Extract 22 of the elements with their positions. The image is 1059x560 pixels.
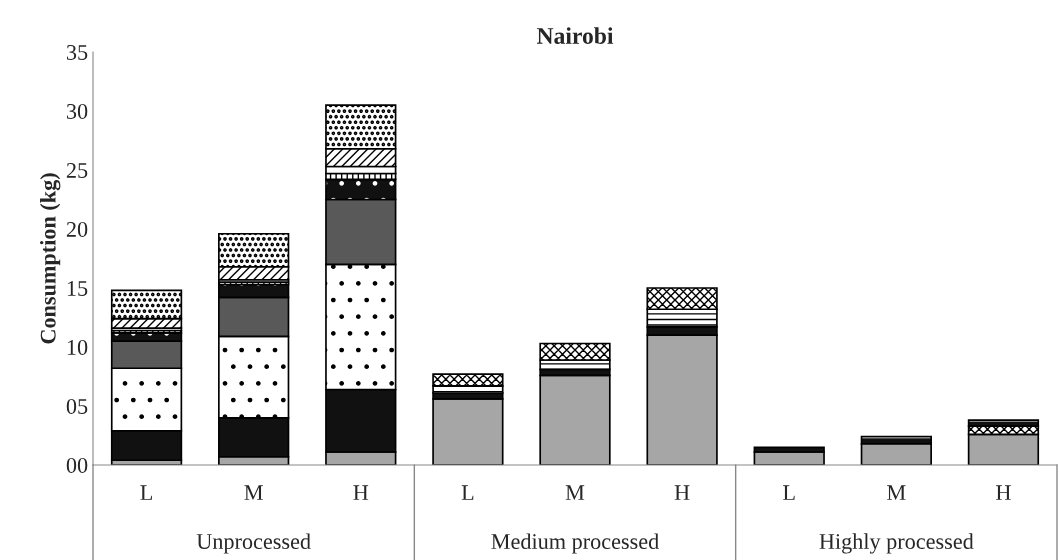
- x-tick-label: M: [244, 485, 263, 500]
- x-tick-label: H: [996, 485, 1011, 500]
- x-tick-label: L: [461, 485, 474, 500]
- y-tick-label: 10: [67, 339, 88, 355]
- y-tick-label: 20: [66, 221, 88, 237]
- y-tick-label: 30: [66, 103, 88, 119]
- y-axis-title: Consumption (kg): [40, 173, 61, 344]
- y-tick-label: 35: [66, 44, 88, 60]
- x-tick-label: H: [353, 485, 369, 500]
- y-tick-label: 15: [67, 281, 88, 296]
- y-tick-label: 05: [66, 398, 88, 414]
- y-tick-label: 00: [66, 457, 88, 473]
- text: Medium processed: [491, 533, 659, 554]
- x-tick-label: L: [783, 485, 795, 500]
- text: Highly processed: [819, 533, 974, 554]
- x-tick-label: H: [674, 485, 690, 500]
- y-tick-label: 25: [66, 162, 88, 178]
- x-tick-label: L: [140, 485, 153, 500]
- x-tick-label: M: [565, 485, 585, 500]
- chart-title: Nairobi: [536, 27, 614, 44]
- text: Unprocessed: [196, 533, 311, 554]
- x-tick-label: M: [887, 485, 906, 500]
